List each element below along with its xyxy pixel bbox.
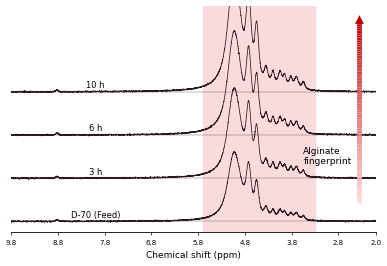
Text: 6 h: 6 h — [89, 124, 102, 133]
Text: D-70 (Feed): D-70 (Feed) — [70, 211, 120, 220]
Text: 10 h: 10 h — [86, 81, 104, 90]
X-axis label: Chemical shift (ppm): Chemical shift (ppm) — [146, 251, 241, 260]
Text: Alginate
fingerprint: Alginate fingerprint — [303, 147, 352, 167]
Text: 3 h: 3 h — [89, 168, 102, 177]
Bar — [203, 6, 315, 232]
